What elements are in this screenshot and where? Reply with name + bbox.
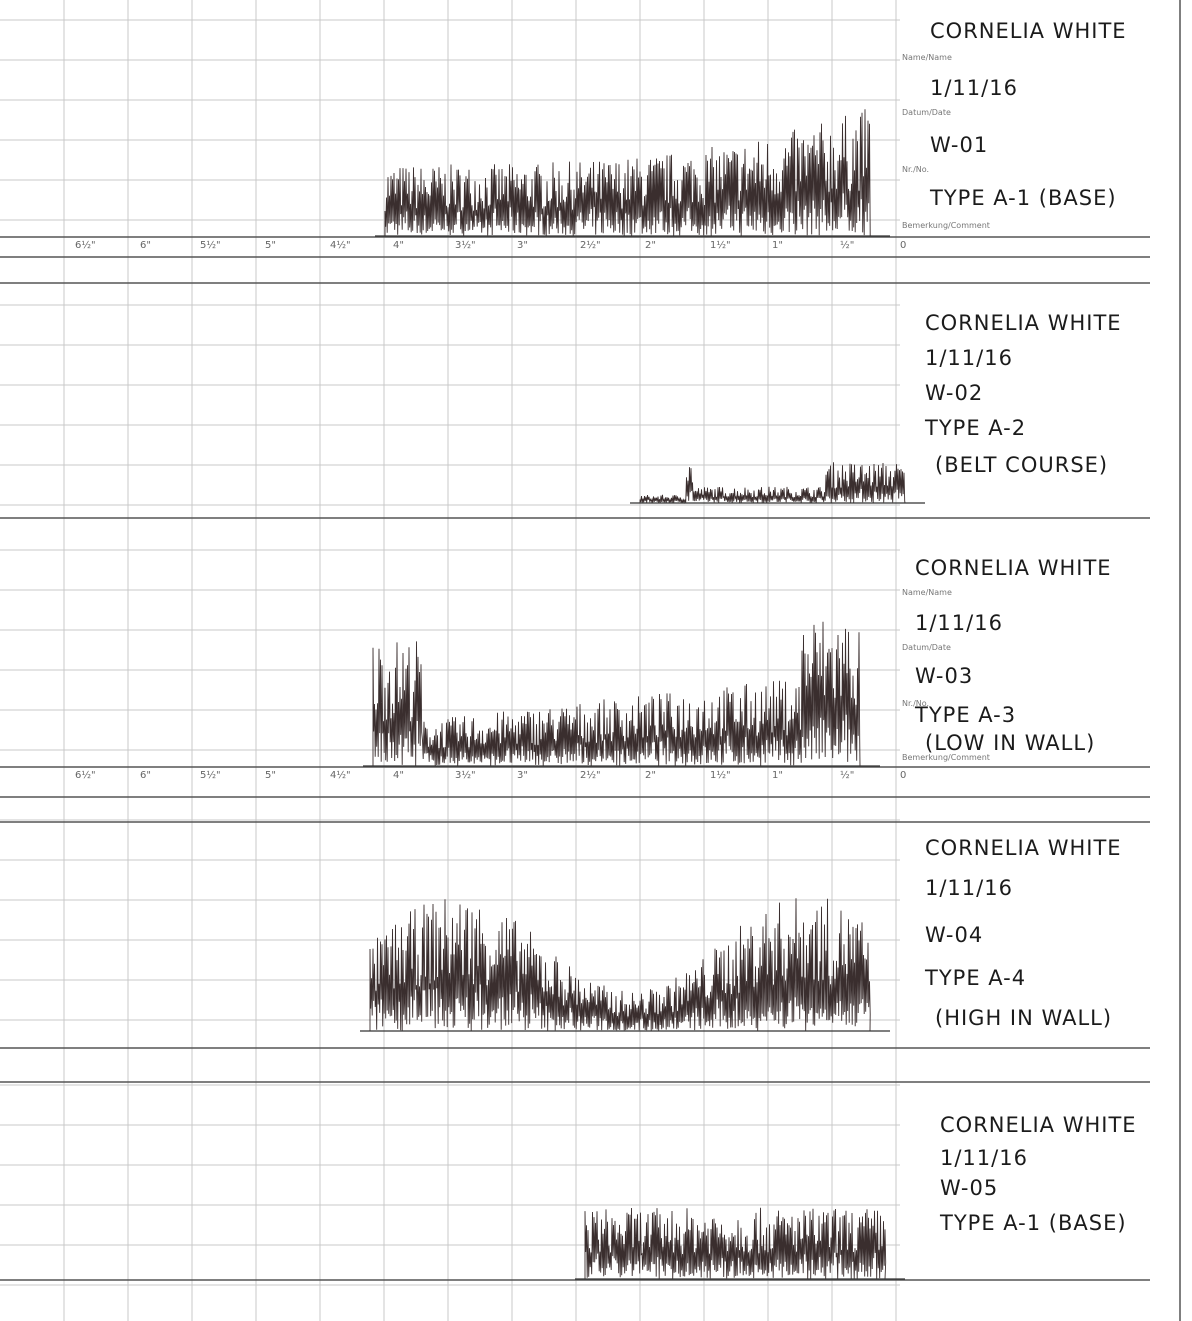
ruler-label: 2½"	[580, 239, 601, 251]
strip-date: 1/11/16	[925, 346, 1013, 370]
strip-date: 1/11/16	[940, 1146, 1028, 1170]
field-label: Bemerkung/Comment	[902, 753, 990, 762]
strip-number: W-05	[940, 1176, 998, 1200]
strip-note: (LOW IN WALL)	[925, 731, 1095, 755]
strip-number: W-01	[930, 133, 988, 157]
strip-type: TYPE A-2	[924, 416, 1026, 440]
ruler-label: 4"	[393, 770, 404, 781]
ruler-label: ½"	[840, 769, 854, 781]
ruler-label: 1½"	[710, 239, 731, 251]
ruler-label: 2"	[645, 770, 656, 781]
ruler-label: 2½"	[580, 769, 601, 781]
ruler-label: 3"	[517, 770, 528, 781]
ruler-label: 3½"	[455, 769, 476, 781]
ruler-label: 3"	[517, 240, 528, 251]
ruler-label: 1"	[772, 770, 783, 781]
ruler-label: 2"	[645, 240, 656, 251]
ruler-label: 4½"	[330, 239, 351, 251]
strip-type: TYPE A-3	[914, 703, 1016, 727]
ruler-label: ½"	[840, 239, 854, 251]
strip-date: 1/11/16	[915, 611, 1003, 635]
strip-name: CORNELIA WHITE	[925, 836, 1122, 860]
strip-number: W-02	[925, 381, 983, 405]
ruler-label: 5½"	[200, 769, 221, 781]
strip-name: CORNELIA WHITE	[940, 1113, 1137, 1137]
ruler-label: 0	[900, 240, 906, 251]
strip-note: (HIGH IN WALL)	[935, 1006, 1112, 1030]
strip-date: 1/11/16	[930, 76, 1018, 100]
field-label: Nr./No.	[902, 699, 929, 708]
strip-type: TYPE A-4	[924, 966, 1026, 990]
ruler-label: 3½"	[455, 239, 476, 251]
strip-date: 1/11/16	[925, 876, 1013, 900]
strip-type: TYPE A-1 (BASE)	[939, 1211, 1127, 1235]
strip-name: CORNELIA WHITE	[930, 19, 1127, 43]
ruler-label: 5"	[265, 770, 276, 781]
ruler-label: 6"	[140, 770, 151, 781]
ruler-label: 1½"	[710, 769, 731, 781]
ruler-label: 6"	[140, 240, 151, 251]
ruler-label: 6½"	[75, 239, 96, 251]
field-label: Name/Name	[902, 588, 952, 597]
field-label: Bemerkung/Comment	[902, 221, 990, 230]
scanned-chart-sheet: 6½" 6" 5½" 5" 4½" 4" 3½" 3" 2½" 2" 1½" 1" ½" 0 6½" 6" 5½…	[0, 0, 1192, 1321]
strip-name: CORNELIA WHITE	[915, 556, 1112, 580]
strip-number: W-03	[915, 664, 973, 688]
field-label: Datum/Date	[902, 643, 951, 652]
ruler-label: 1"	[772, 240, 783, 251]
field-label: Name/Name	[902, 53, 952, 62]
ruler-label: 0	[900, 770, 906, 781]
strip-number: W-04	[925, 923, 983, 947]
ruler-label: 6½"	[75, 769, 96, 781]
ruler-label: 4"	[393, 240, 404, 251]
field-label: Datum/Date	[902, 108, 951, 117]
strip-note: (BELT COURSE)	[935, 453, 1108, 477]
strip-type: TYPE A-1 (BASE)	[929, 186, 1117, 210]
ruler-label: 5"	[265, 240, 276, 251]
field-label: Nr./No.	[902, 165, 929, 174]
ruler-label: 5½"	[200, 239, 221, 251]
strip-name: CORNELIA WHITE	[925, 311, 1122, 335]
ruler-label: 4½"	[330, 769, 351, 781]
